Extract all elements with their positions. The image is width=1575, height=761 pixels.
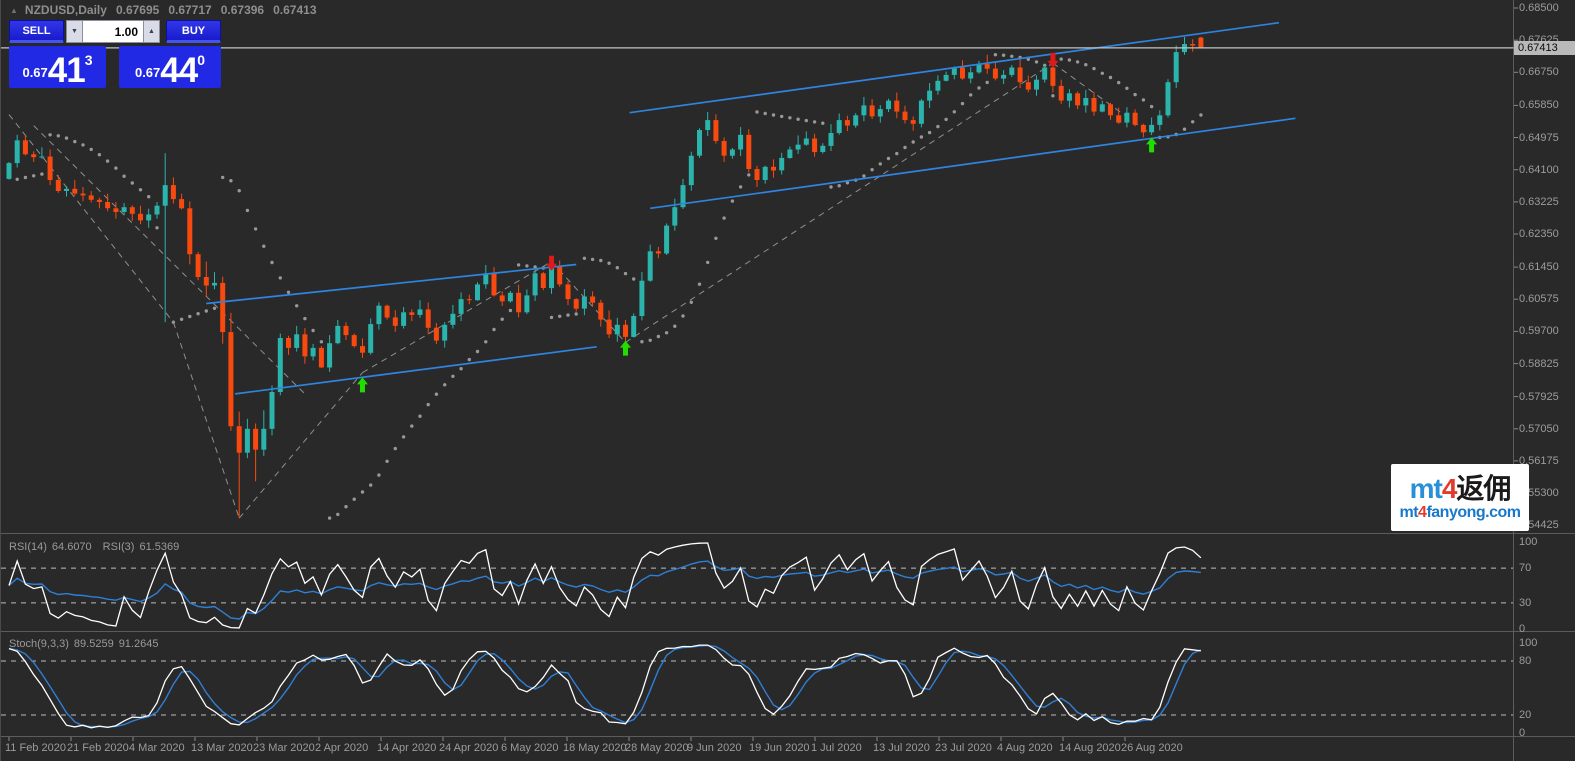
ohlc-open: 0.67695	[115, 3, 160, 17]
date-axis-label: 18 May 2020	[563, 742, 627, 754]
mt4fanyong-logo[interactable]: mt4返佣 mt4fanyong.com	[1391, 464, 1529, 531]
date-axis-label: 11 Feb 2020	[5, 742, 66, 754]
sell-price-pips: 41	[47, 50, 86, 90]
logo-line2: mt4fanyong.com	[1399, 503, 1521, 521]
rsi3-value: 61.5369	[139, 541, 180, 553]
indicator-scale-label: 70	[1519, 562, 1532, 575]
ohlc-low: 0.67396	[220, 3, 265, 17]
date-axis-label: 4 Mar 2020	[129, 742, 185, 754]
sell-button[interactable]: SELL	[9, 20, 64, 43]
indicator-scale-label: 0	[1519, 623, 1526, 635]
rsi14-value: 64.6070	[51, 541, 92, 553]
current-price-tag: 0.67413	[1514, 41, 1575, 55]
symbol-marker-icon[interactable]: ▲	[10, 5, 18, 15]
indicator-scale-label: 30	[1519, 596, 1532, 609]
buy-price-big-figure: 0.67	[134, 65, 161, 80]
sell-price-fraction: 3	[84, 52, 93, 68]
rsi14-name: RSI(14)	[9, 541, 47, 553]
sell-price-display[interactable]: 0.67 41 3	[9, 46, 106, 88]
ohlc-high: 0.67717	[168, 3, 212, 17]
volume-spinner: ▼ ▲	[66, 20, 164, 43]
date-axis-label: 26 Aug 2020	[1121, 742, 1183, 754]
indicator-scale-label: 80	[1519, 655, 1532, 667]
date-axis-label: 2 Apr 2020	[315, 742, 369, 754]
stoch-name: Stoch(9,3,3)	[9, 638, 69, 650]
chart-title: ▲ NZDUSD,Daily 0.67695 0.67717 0.67396 0…	[10, 3, 317, 17]
date-axis-label: 9 Jun 2020	[687, 742, 742, 754]
logo-line1: mt4返佣	[1409, 472, 1512, 504]
date-axis-label: 1 Jul 2020	[811, 742, 862, 754]
price-axis-label: 0.62350	[1519, 228, 1559, 240]
buy-button[interactable]: BUY	[166, 20, 221, 43]
stoch-indicator-label: Stoch(9,3,3) 89.5259 91.2645	[9, 638, 158, 650]
volume-increase-button[interactable]: ▲	[143, 20, 160, 43]
buy-price-fraction: 0	[197, 52, 206, 68]
buy-price-display[interactable]: 0.67 44 0	[119, 46, 221, 88]
buy-price-pips: 44	[160, 50, 198, 90]
stoch-k-value: 89.5259	[73, 638, 114, 650]
volume-decrease-button[interactable]: ▼	[66, 20, 83, 43]
indicator-scale-label: 20	[1519, 709, 1532, 721]
date-axis-label: 28 May 2020	[625, 742, 689, 754]
price-axis-label: 0.63225	[1519, 195, 1559, 208]
date-axis-label: 6 May 2020	[501, 742, 559, 754]
volume-input[interactable]	[83, 20, 143, 43]
price-axis-label: 0.59700	[1519, 325, 1559, 338]
date-axis-label: 23 Mar 2020	[253, 742, 315, 754]
price-axis-label: 0.64100	[1519, 163, 1559, 176]
ohlc-close: 0.67413	[273, 3, 317, 17]
price-axis-label: 0.66750	[1519, 66, 1559, 79]
date-axis-label: 19 Jun 2020	[749, 742, 810, 754]
indicator-scale-label: 100	[1519, 637, 1538, 649]
indicator-scale-label: 100	[1519, 536, 1538, 548]
date-axis-label: 14 Apr 2020	[377, 742, 437, 754]
date-axis-label: 4 Aug 2020	[997, 742, 1053, 754]
price-axis-label: 0.60575	[1519, 293, 1559, 306]
rsi3-name: RSI(3)	[102, 541, 135, 553]
rsi-indicator-label: RSI(14) 64.6070 RSI(3) 61.5369	[9, 541, 185, 553]
date-axis-label: 14 Aug 2020	[1059, 742, 1121, 754]
price-axis-label: 0.61450	[1519, 261, 1559, 274]
price-axis-label: 0.64975	[1519, 131, 1559, 144]
indicator-scale-label: 0	[1519, 727, 1526, 739]
one-click-trading-panel: SELL ▼ ▲ BUY 0.67 41 3 0.67 44 0	[9, 20, 221, 88]
date-axis-label: 13 Mar 2020	[191, 742, 253, 754]
price-axis-label: 0.58825	[1519, 357, 1559, 370]
date-axis-label: 13 Jul 2020	[873, 742, 930, 754]
date-axis-label: 24 Apr 2020	[439, 742, 499, 754]
stoch-d-value: 91.2645	[118, 638, 159, 650]
sell-price-big-figure: 0.67	[22, 65, 48, 80]
price-axis-label: 0.68500	[1519, 2, 1559, 14]
price-axis-label: 0.57050	[1519, 422, 1559, 435]
price-axis-label: 0.57925	[1519, 390, 1559, 403]
price-axis-label: 0.56175	[1519, 454, 1559, 467]
symbol-timeframe-label: NZDUSD,Daily	[24, 3, 107, 17]
date-axis-label: 21 Feb 2020	[67, 742, 129, 754]
price-axis-label: 0.65850	[1519, 99, 1559, 112]
date-axis-label: 23 Jul 2020	[935, 742, 992, 754]
